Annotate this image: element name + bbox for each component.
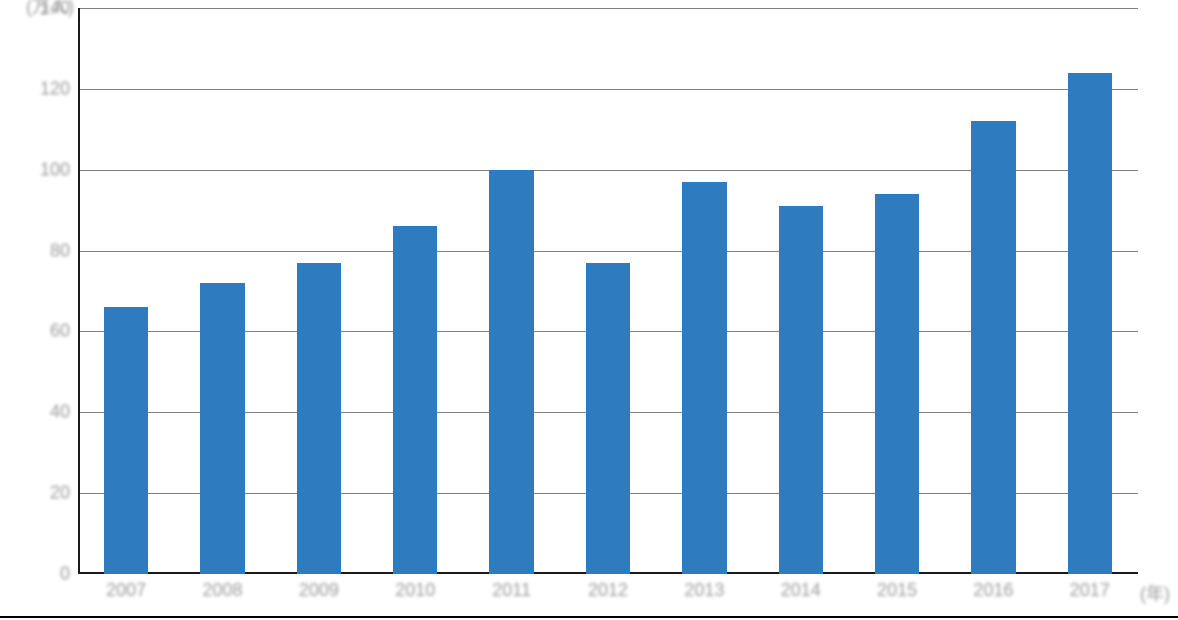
x-tick-label: 2015 [877,574,917,601]
x-tick-label: 2012 [588,574,628,601]
x-tick-label: 2016 [973,574,1013,601]
plot-area: 0204060801001201402007200820092010201120… [78,8,1138,574]
x-tick-label: 2007 [106,574,146,601]
bar [971,121,1015,574]
bar [1068,73,1112,574]
bar [682,182,726,574]
bar [875,194,919,574]
chart-baseline [0,616,1178,618]
bar [297,263,341,574]
bar [489,170,533,574]
y-tick-label: 100 [40,159,78,180]
y-tick-label: 80 [50,240,78,261]
y-axis-line [78,8,80,574]
y-tick-label: 60 [50,321,78,342]
gridline [78,89,1138,90]
x-axis-title: (年) [1140,580,1170,606]
y-tick-label: 40 [50,402,78,423]
bar [586,263,630,574]
bar [200,283,244,574]
x-tick-label: 2011 [492,574,531,601]
y-tick-label: 120 [40,78,78,99]
x-tick-label: 2014 [781,574,821,601]
x-tick-label: 2010 [395,574,435,601]
y-tick-label: 0 [60,564,78,585]
x-tick-label: 2017 [1070,574,1110,601]
bar [393,226,437,574]
y-axis-title: (万人) [26,0,74,19]
x-tick-label: 2013 [684,574,724,601]
y-tick-label: 20 [50,483,78,504]
x-tick-label: 2008 [203,574,243,601]
x-tick-label: 2009 [299,574,339,601]
gridline [78,8,1138,9]
bar [779,206,823,574]
bar [104,307,148,574]
bar-chart: 0204060801001201402007200820092010201120… [0,0,1178,620]
